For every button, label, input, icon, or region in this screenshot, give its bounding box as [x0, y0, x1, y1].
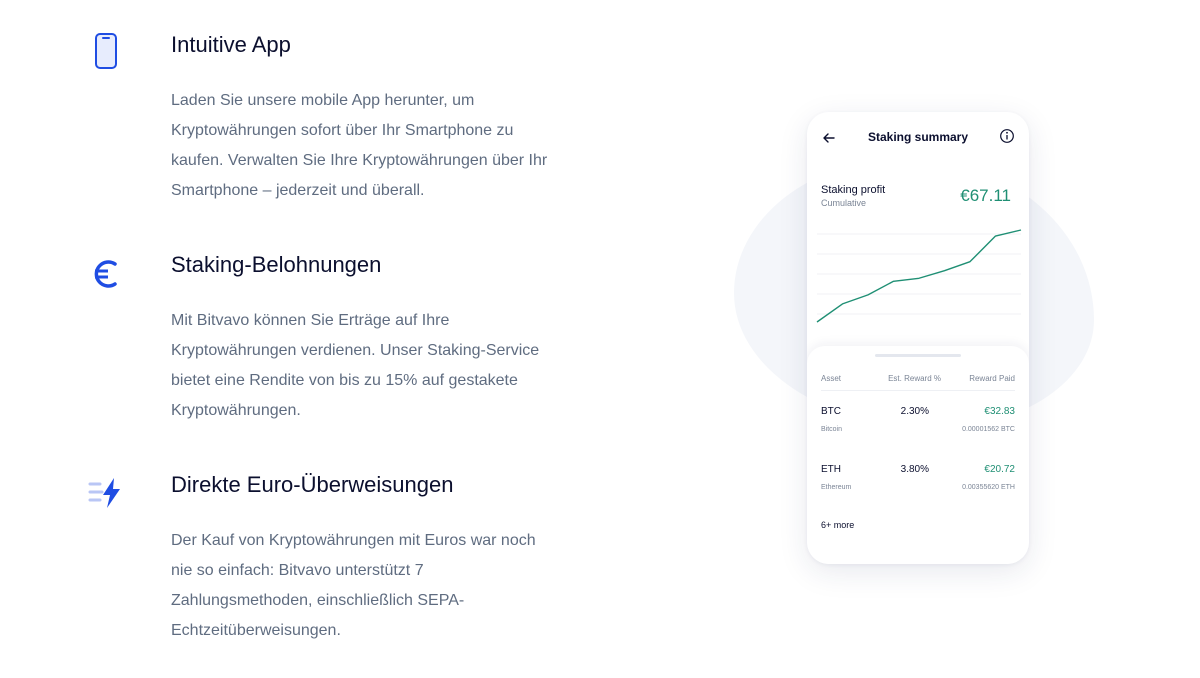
feature-description: Der Kauf von Kryptowährungen mit Euros w…: [171, 532, 536, 639]
table-row[interactable]: BTC Bitcoin 2.30% €32.83 0.00001562 BTC: [807, 406, 1029, 450]
smartphone-icon: [86, 32, 126, 72]
column-header-reward-paid: Reward Paid: [969, 374, 1015, 383]
phone-title: Staking summary: [867, 130, 969, 144]
phone-mockup: Staking summary Staking profit Cumulativ…: [807, 112, 1029, 564]
sheet-handle[interactable]: [875, 354, 961, 357]
feature-description: Laden Sie unsere mobile App herunter, um…: [171, 92, 548, 199]
asset-symbol: BTC: [821, 406, 841, 417]
staking-profit-chart: [816, 229, 1022, 323]
staking-table-sheet: Asset Est. Reward % Reward Paid BTC Bitc…: [807, 346, 1029, 564]
reward-amount: 0.00001562 BTC: [962, 426, 1015, 433]
asset-name: Ethereum: [821, 484, 852, 491]
staking-profit-label: Staking profit: [821, 184, 886, 196]
info-icon[interactable]: [999, 128, 1015, 144]
reward-rate: 3.80%: [900, 464, 929, 475]
fast-lightning-icon: [86, 474, 126, 514]
phone-header: Staking summary: [807, 126, 1029, 150]
feature-title: Direkte Euro-Überweisungen: [171, 472, 454, 497]
column-header-asset: Asset: [821, 374, 842, 383]
feature-description: Mit Bitvavo können Sie Erträge auf Ihre …: [171, 312, 540, 419]
reward-amount: 0.00355620 ETH: [962, 484, 1015, 491]
asset-name: Bitcoin: [821, 426, 843, 433]
column-header-reward-rate: Est. Reward %: [888, 374, 941, 383]
profit-series-line: [816, 229, 1022, 323]
staking-profit-sublabel: Cumulative: [821, 198, 867, 208]
feature-title: Staking-Belohnungen: [171, 252, 382, 277]
euro-icon: [86, 254, 126, 294]
reward-rate: 2.30%: [900, 406, 929, 417]
staking-profit-value: €67.11: [960, 186, 1011, 205]
reward-paid: €20.72: [984, 464, 1015, 475]
arrow-left-icon[interactable]: [821, 130, 837, 146]
header-divider: [821, 390, 1015, 391]
feature-title: Intuitive App: [171, 32, 291, 57]
asset-symbol: ETH: [821, 464, 841, 475]
table-row[interactable]: ETH Ethereum 3.80% €20.72 0.00355620 ETH: [807, 464, 1029, 508]
show-more-link[interactable]: 6+ more: [821, 520, 855, 530]
reward-paid: €32.83: [984, 406, 1015, 417]
